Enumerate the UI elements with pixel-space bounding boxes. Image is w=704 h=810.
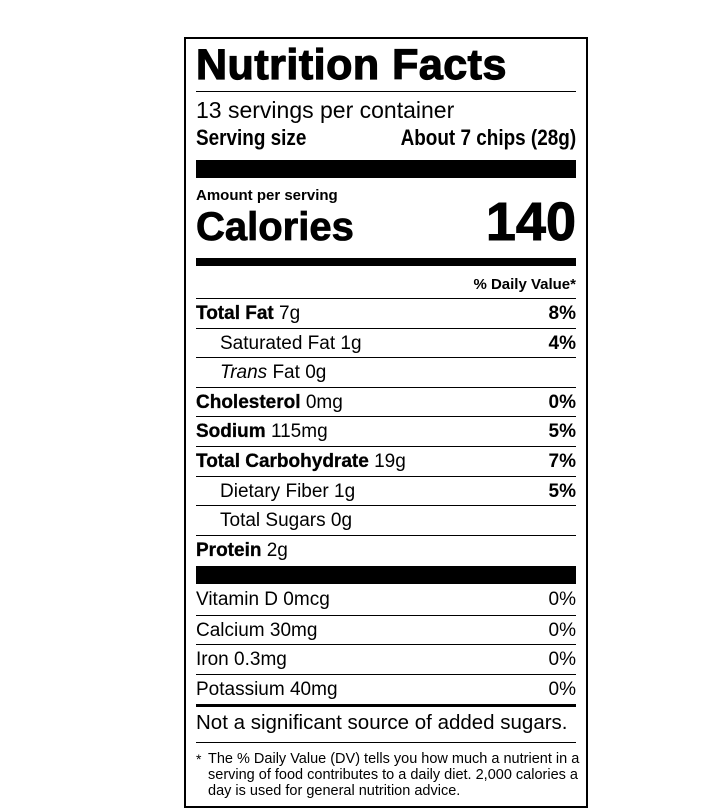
nutrient-amount: 0g bbox=[305, 362, 327, 384]
amount-per-serving: Amount per serving bbox=[196, 187, 338, 204]
nutrient-name: Iron bbox=[196, 649, 229, 671]
nutrient-name: Fat bbox=[272, 362, 300, 384]
daily-value: 8% bbox=[548, 303, 576, 324]
nutrient-row: Dietary Fiber 1g 5% bbox=[196, 475, 576, 506]
title: Nutrition Facts bbox=[195, 40, 507, 89]
nutrient-row: Iron 0.3mg 0% bbox=[196, 644, 576, 674]
daily-value: 0% bbox=[548, 649, 576, 671]
thick-divider bbox=[196, 160, 576, 178]
thick-divider bbox=[196, 566, 576, 584]
nutrient-row: Vitamin D 0mcg 0% bbox=[196, 585, 576, 615]
daily-value: 0% bbox=[548, 391, 576, 413]
nutrient-text: Saturated Fat 1g bbox=[196, 333, 362, 354]
nutrient-name: Sodium bbox=[196, 421, 266, 443]
nutrient-name: Cholesterol bbox=[196, 391, 301, 413]
nutrient-amount: 1g bbox=[340, 332, 362, 354]
nutrient-name: Protein bbox=[196, 539, 262, 561]
nutrient-amount: 0mg bbox=[305, 391, 343, 413]
nutrient-amount: 7g bbox=[279, 303, 301, 324]
nutrient-amount: 40mg bbox=[289, 678, 338, 700]
nutrient-amount: 2g bbox=[266, 539, 288, 561]
nutrient-row: Total Fat 7g 8% bbox=[196, 298, 576, 328]
nutrient-amount: 19g bbox=[374, 451, 406, 472]
nutrient-name: Total Carbohydrate bbox=[196, 451, 369, 472]
daily-value: 5% bbox=[548, 421, 576, 443]
footnote-text: The % Daily Value (DV) tells you how muc… bbox=[208, 751, 580, 799]
divider bbox=[196, 704, 576, 707]
added-sugars-note: Not a significant source of added sugars… bbox=[196, 711, 568, 734]
nutrient-amount: 115mg bbox=[270, 421, 328, 443]
serving-size-label: Serving size bbox=[196, 125, 307, 150]
nutrient-name: Vitamin D bbox=[196, 589, 279, 610]
nutrient-name: Calcium bbox=[196, 619, 265, 641]
nutrient-amount: 0g bbox=[330, 510, 353, 532]
serving-size-value: About 7 chips (28g) bbox=[400, 125, 576, 150]
nutrient-name: Total Fat bbox=[196, 303, 274, 324]
nutrient-row: Total Sugars 0g bbox=[196, 505, 576, 535]
calories-value: 140 bbox=[485, 192, 576, 253]
daily-value: 5% bbox=[548, 480, 576, 502]
nutrient-row: Cholesterol 0mg 0% bbox=[196, 386, 576, 417]
daily-value: 0% bbox=[548, 589, 576, 610]
nutrient-row: Trans Fat 0g bbox=[196, 357, 576, 387]
nutrient-name: Dietary Fiber bbox=[220, 480, 329, 502]
nutrient-amount: 1g bbox=[334, 480, 356, 502]
nutrient-row: Calcium 30mg 0% bbox=[196, 614, 576, 645]
nutrient-row: Protein 2g bbox=[196, 534, 576, 565]
daily-value: 0% bbox=[548, 619, 576, 641]
nutrient-amount: 0mcg bbox=[283, 589, 330, 610]
nutrient-text: Sodium 115mg bbox=[196, 421, 328, 442]
nutrient-text: Dietary Fiber 1g bbox=[196, 481, 355, 502]
nutrient-name: Total Sugars bbox=[220, 510, 326, 532]
nutrient-text: Trans Fat 0g bbox=[196, 362, 326, 383]
nutrient-row: Sodium 115mg 5% bbox=[196, 416, 576, 446]
nutrient-amount: 30mg bbox=[269, 619, 318, 641]
nutrient-row: Total Carbohydrate 19g 7% bbox=[196, 446, 576, 476]
nutrient-text: Cholesterol 0mg bbox=[196, 392, 343, 413]
nutrient-text: Iron 0.3mg bbox=[196, 649, 287, 670]
nutrient-text: Total Carbohydrate 19g bbox=[196, 451, 406, 472]
nutrient-text: Total Sugars 0g bbox=[196, 510, 352, 531]
nutrient-text: Protein 2g bbox=[196, 540, 288, 561]
nutrient-text: Potassium 40mg bbox=[196, 679, 338, 700]
servings: 13 servings per container bbox=[196, 97, 455, 123]
divider bbox=[196, 91, 576, 92]
nutrient-text: Total Fat 7g bbox=[196, 303, 300, 324]
daily-value: 0% bbox=[548, 678, 576, 700]
nutrient-text: Vitamin D 0mcg bbox=[196, 589, 330, 610]
footnote-marker: * bbox=[196, 751, 202, 767]
nutrient-amount: 0.3mg bbox=[234, 649, 287, 671]
daily-value: 4% bbox=[548, 332, 576, 354]
nutrient-prefix: Trans bbox=[220, 362, 268, 384]
nutrition-label: Nutrition Facts 13 servings per containe… bbox=[184, 37, 588, 808]
daily-value-header: % Daily Value* bbox=[473, 276, 576, 293]
calories-label: Calories bbox=[196, 205, 355, 250]
thick-divider bbox=[196, 258, 576, 266]
divider bbox=[196, 742, 576, 743]
nutrient-text: Calcium 30mg bbox=[196, 620, 317, 641]
daily-value: 7% bbox=[548, 451, 576, 472]
nutrient-row: Saturated Fat 1g 4% bbox=[196, 327, 576, 358]
nutrient-row: Potassium 40mg 0% bbox=[196, 673, 576, 704]
nutrient-name: Saturated Fat bbox=[220, 332, 336, 354]
nutrient-name: Potassium bbox=[196, 678, 285, 700]
